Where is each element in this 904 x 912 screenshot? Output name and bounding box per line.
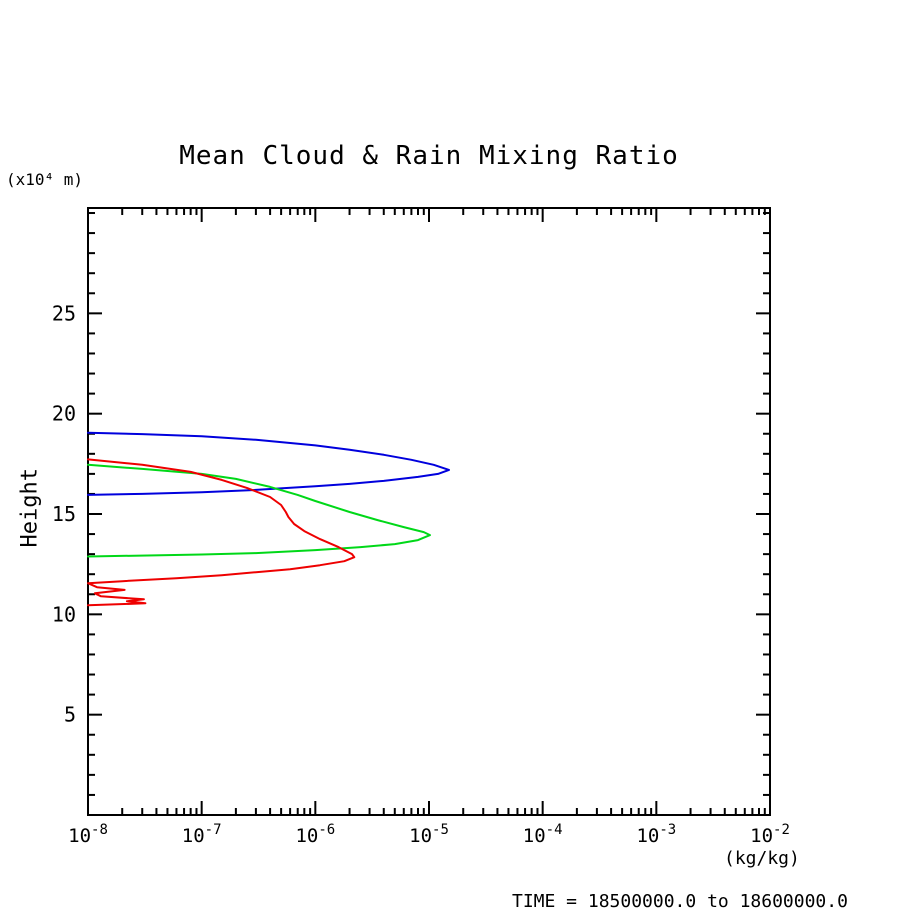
x-tick-label: 10-3 [636, 822, 676, 847]
x-axis-unit-label: (kg/kg) [724, 848, 800, 869]
chart-title: Mean Cloud & Rain Mixing Ratio [179, 141, 679, 171]
series-red-profile-line [87, 458, 356, 607]
x-tick-label: 10-5 [409, 822, 449, 847]
y-tick-label: 5 [64, 703, 76, 727]
y-tick-label: 15 [52, 502, 76, 526]
x-tick-label: 10-2 [750, 822, 790, 847]
series-blue-profile-line [87, 431, 450, 496]
y-tick-label: 25 [52, 301, 76, 325]
y-tick-label: 10 [52, 602, 76, 626]
x-tick-label: 10-6 [295, 822, 335, 847]
plot-frame [87, 207, 771, 816]
y-axis-unit-label: (x10⁴ m) [6, 170, 84, 189]
y-tick-label: 20 [52, 402, 76, 426]
x-tick-label: 10-7 [182, 822, 222, 847]
x-tick-label: 10-4 [523, 822, 563, 847]
series-green-profile-line [87, 463, 431, 558]
x-tick-label: 10-8 [68, 822, 108, 847]
